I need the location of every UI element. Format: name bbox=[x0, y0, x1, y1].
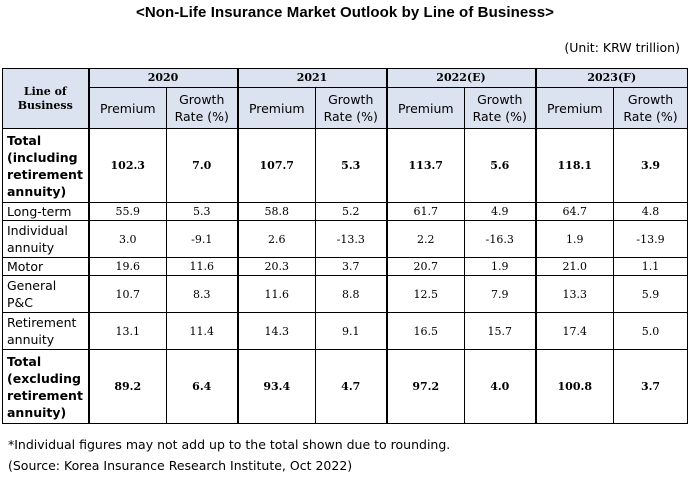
premium-cell: 102.3 bbox=[87, 128, 167, 203]
premium-cell: 13.3 bbox=[534, 275, 615, 313]
premium-cell: 13.1 bbox=[87, 312, 167, 350]
growth-rate-cell: 5.3 bbox=[166, 202, 238, 221]
table-row: Total (excluding retirement annuity) 89.2… bbox=[2, 349, 689, 424]
premium-cell: 11.6 bbox=[236, 275, 316, 313]
premium-header: Premium bbox=[87, 87, 167, 129]
row-label: Retirement annuity bbox=[2, 312, 89, 350]
growth-rate-cell: 5.0 bbox=[613, 312, 689, 350]
growth-rate-cell: 5.6 bbox=[463, 128, 537, 203]
growth-rate-cell: 11.4 bbox=[166, 312, 238, 350]
growth-rate-cell: 15.7 bbox=[463, 312, 537, 350]
growth-rate-cell: 1.9 bbox=[463, 257, 537, 276]
table-row: Retirement annuity 13.1 11.4 14.3 9.1 16.5 15.… bbox=[2, 312, 689, 350]
growth-rate-cell: 7.0 bbox=[166, 128, 238, 203]
premium-cell: 55.9 bbox=[87, 202, 167, 221]
premium-header: Premium bbox=[385, 87, 465, 129]
premium-cell: 89.2 bbox=[87, 349, 167, 424]
growth-rate-cell: -16.3 bbox=[463, 220, 537, 258]
growth-rate-cell: 7.9 bbox=[463, 275, 537, 313]
row-label: Total (including retirement annuity) bbox=[2, 128, 89, 203]
growth-rate-cell: -9.1 bbox=[166, 220, 238, 258]
rounding-note: *Individual figures may not add up to th… bbox=[8, 437, 451, 452]
outlook-table: Line of Business 2020 2021 2022(E) 2023(… bbox=[2, 68, 689, 424]
premium-cell: 118.1 bbox=[534, 128, 615, 203]
premium-cell: 1.9 bbox=[534, 220, 615, 258]
growth-rate-cell: -13.9 bbox=[613, 220, 689, 258]
premium-cell: 14.3 bbox=[236, 312, 316, 350]
premium-cell: 100.8 bbox=[534, 349, 615, 424]
premium-cell: 21.0 bbox=[534, 257, 615, 276]
premium-cell: 20.3 bbox=[236, 257, 316, 276]
table-row: General P&C 10.7 8.3 11.6 8.8 12.5 7.9 13.3 5.9 bbox=[2, 275, 689, 313]
growth-rate-cell: 4.8 bbox=[613, 202, 689, 221]
row-label: General P&C bbox=[2, 275, 89, 313]
premium-cell: 2.6 bbox=[236, 220, 316, 258]
premium-cell: 10.7 bbox=[87, 275, 167, 313]
row-label: Total (excluding retirement annuity) bbox=[2, 349, 89, 424]
premium-cell: 93.4 bbox=[236, 349, 316, 424]
growth-rate-cell: 9.1 bbox=[315, 312, 387, 350]
premium-header: Premium bbox=[534, 87, 615, 129]
premium-header: Premium bbox=[236, 87, 316, 129]
growth-rate-cell: 1.1 bbox=[613, 257, 689, 276]
growth-rate-header: Growth Rate (%) bbox=[463, 87, 537, 129]
premium-cell: 17.4 bbox=[534, 312, 615, 350]
notes: *Individual figures may not add up to th… bbox=[8, 434, 450, 476]
growth-rate-header: Growth Rate (%) bbox=[315, 87, 387, 129]
premium-cell: 61.7 bbox=[385, 202, 465, 221]
year-header: 2021 bbox=[236, 68, 387, 88]
growth-rate-cell: 3.7 bbox=[613, 349, 689, 424]
premium-cell: 64.7 bbox=[534, 202, 615, 221]
row-label: Long-term bbox=[2, 202, 89, 221]
table-row: Long-term 55.9 5.3 58.8 5.2 61.7 4.9 64.7 4.8 bbox=[2, 202, 689, 221]
premium-cell: 19.6 bbox=[87, 257, 167, 276]
premium-cell: 58.8 bbox=[236, 202, 316, 221]
growth-rate-cell: 4.7 bbox=[315, 349, 387, 424]
year-header: 2023(F) bbox=[534, 68, 689, 88]
table-row: Motor 19.6 11.6 20.3 3.7 20.7 1.9 21.0 1.1 bbox=[2, 257, 689, 276]
premium-cell: 2.2 bbox=[385, 220, 465, 258]
premium-cell: 97.2 bbox=[385, 349, 465, 424]
growth-rate-cell: -13.3 bbox=[315, 220, 387, 258]
premium-cell: 107.7 bbox=[236, 128, 316, 203]
growth-rate-cell: 5.3 bbox=[315, 128, 387, 203]
premium-cell: 20.7 bbox=[385, 257, 465, 276]
premium-cell: 16.5 bbox=[385, 312, 465, 350]
growth-rate-cell: 5.9 bbox=[613, 275, 689, 313]
growth-rate-cell: 8.3 bbox=[166, 275, 238, 313]
line-of-business-header: Line of Business bbox=[2, 68, 89, 129]
growth-rate-cell: 4.0 bbox=[463, 349, 537, 424]
growth-rate-cell: 3.7 bbox=[315, 257, 387, 276]
unit-label: (Unit: KRW trillion) bbox=[564, 40, 680, 55]
growth-rate-cell: 8.8 bbox=[315, 275, 387, 313]
table-title: <Non-Life Insurance Market Outlook by Li… bbox=[135, 4, 555, 21]
premium-cell: 3.0 bbox=[87, 220, 167, 258]
growth-rate-cell: 6.4 bbox=[166, 349, 238, 424]
growth-rate-cell: 4.9 bbox=[463, 202, 537, 221]
premium-cell: 113.7 bbox=[385, 128, 465, 203]
growth-rate-header: Growth Rate (%) bbox=[166, 87, 238, 129]
source-note: (Source: Korea Insurance Research Instit… bbox=[8, 458, 353, 473]
growth-rate-cell: 3.9 bbox=[613, 128, 689, 203]
growth-rate-cell: 5.2 bbox=[315, 202, 387, 221]
year-header: 2022(E) bbox=[385, 68, 537, 88]
table-row: Total (including retirement annuity) 102.… bbox=[2, 128, 689, 203]
row-label: Motor bbox=[2, 257, 89, 276]
year-header: 2020 bbox=[87, 68, 238, 88]
growth-rate-cell: 11.6 bbox=[166, 257, 238, 276]
row-label: Individual annuity bbox=[2, 220, 89, 258]
premium-cell: 12.5 bbox=[385, 275, 465, 313]
table-row: Individual annuity 3.0 -9.1 2.6 -13.3 2.2 -16.… bbox=[2, 220, 689, 258]
growth-rate-header: Growth Rate (%) bbox=[613, 87, 689, 129]
